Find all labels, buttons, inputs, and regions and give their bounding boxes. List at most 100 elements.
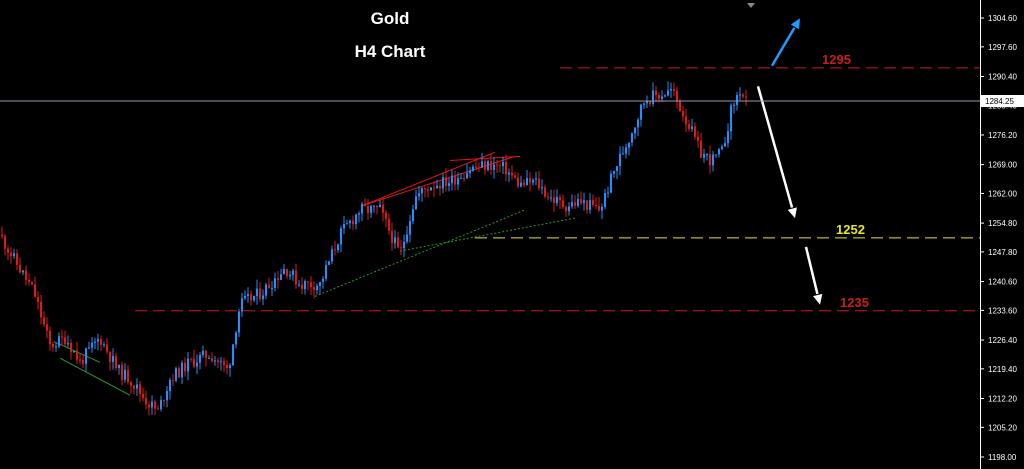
candle-body bbox=[256, 288, 258, 296]
candle-body bbox=[373, 205, 375, 207]
trend-line bbox=[361, 155, 516, 207]
candle-body bbox=[340, 228, 342, 245]
candle-body bbox=[226, 364, 228, 368]
candle-body bbox=[421, 188, 423, 194]
candle-body bbox=[742, 94, 744, 97]
candle-body bbox=[424, 188, 426, 190]
chart-subtitle: H4 Chart bbox=[354, 42, 426, 61]
price-tick-label: 1304.60 bbox=[988, 14, 1017, 23]
candle-body bbox=[517, 177, 519, 187]
candle-body bbox=[403, 241, 405, 249]
candle-body bbox=[244, 296, 246, 299]
candle-body bbox=[70, 342, 72, 353]
forecast-arrow-shaft bbox=[770, 27, 796, 67]
candle-body bbox=[535, 178, 537, 180]
level-label: 1295 bbox=[822, 52, 851, 67]
candle-body bbox=[355, 214, 357, 225]
candle-body bbox=[610, 173, 612, 193]
price-tick-label: 1240.60 bbox=[988, 278, 1017, 287]
candle-body bbox=[718, 149, 720, 155]
candle-body bbox=[394, 237, 396, 244]
candle-body bbox=[235, 332, 237, 345]
price-tick-label: 1297.60 bbox=[988, 43, 1017, 52]
candle-body bbox=[232, 344, 234, 366]
candle-body bbox=[211, 358, 213, 362]
candle-body bbox=[622, 153, 624, 155]
candle-body bbox=[376, 205, 378, 208]
price-tick-label: 1198.00 bbox=[988, 453, 1017, 462]
candle-body bbox=[508, 172, 510, 175]
candle-body bbox=[271, 288, 273, 290]
candle-body bbox=[736, 95, 738, 105]
candle-body bbox=[157, 408, 159, 410]
candle-body bbox=[445, 177, 447, 187]
chart-shift-marker-icon bbox=[747, 3, 755, 8]
candle-body bbox=[649, 101, 651, 104]
candle-body bbox=[298, 284, 300, 286]
forecast-arrows bbox=[756, 18, 823, 305]
candle-body bbox=[94, 341, 96, 343]
candle-body bbox=[400, 247, 402, 249]
candle-body bbox=[439, 185, 441, 189]
candle-body bbox=[4, 236, 6, 249]
candle-body bbox=[199, 354, 201, 363]
candle-body bbox=[82, 359, 84, 364]
candle-body bbox=[187, 358, 189, 372]
price-tick-label: 1276.20 bbox=[988, 131, 1017, 140]
candle-body bbox=[151, 401, 153, 408]
candle-body bbox=[430, 187, 432, 191]
candle-body bbox=[727, 131, 729, 144]
candle-body bbox=[382, 204, 384, 213]
candle-body bbox=[520, 182, 522, 187]
candle-body bbox=[166, 391, 168, 401]
candle-body bbox=[586, 200, 588, 210]
candle-body bbox=[670, 89, 672, 91]
candle-body bbox=[19, 264, 21, 273]
level-lines: 1295 1252 1235 bbox=[135, 52, 980, 312]
candle-body bbox=[241, 298, 243, 312]
chart-title: Gold bbox=[370, 9, 410, 28]
candle-body bbox=[706, 153, 708, 155]
level-label: 1235 bbox=[840, 295, 869, 310]
candle-body bbox=[52, 343, 54, 348]
price-tick-label: 1269.00 bbox=[988, 161, 1017, 170]
candle-body bbox=[328, 261, 330, 265]
candle-body bbox=[58, 336, 60, 347]
candle-body bbox=[286, 268, 288, 277]
candle-body bbox=[142, 393, 144, 399]
price-axis: 1304.601297.601290.401283.401276.201269.… bbox=[980, 0, 1017, 469]
candle-body bbox=[154, 401, 156, 409]
candle-body bbox=[229, 365, 231, 368]
candle-body bbox=[319, 281, 321, 286]
candle-body bbox=[55, 346, 57, 348]
candle-body bbox=[181, 362, 183, 378]
candle-body bbox=[634, 127, 636, 134]
candle-body bbox=[454, 175, 456, 185]
candle-body bbox=[397, 237, 399, 248]
candle-body bbox=[583, 200, 585, 204]
candle-body bbox=[691, 126, 693, 130]
price-tick-label: 1233.60 bbox=[988, 306, 1017, 315]
candle-body bbox=[283, 268, 285, 275]
candle-body bbox=[661, 96, 663, 99]
candle-body bbox=[466, 173, 468, 179]
candle-body bbox=[505, 162, 507, 175]
price-tick-label: 1290.40 bbox=[988, 72, 1017, 81]
candle-body bbox=[538, 178, 540, 189]
candle-body bbox=[259, 288, 261, 300]
candle-body bbox=[346, 223, 348, 225]
candle-body bbox=[139, 384, 141, 394]
candle-body bbox=[133, 385, 135, 389]
candle-body bbox=[514, 175, 516, 178]
candle-body bbox=[292, 270, 294, 275]
candle-body bbox=[745, 96, 747, 98]
candle-body bbox=[247, 294, 249, 297]
candle-body bbox=[220, 361, 222, 363]
candle-body bbox=[448, 183, 450, 187]
candle-body bbox=[418, 193, 420, 197]
candle-body bbox=[361, 203, 363, 214]
candle-body bbox=[349, 220, 351, 224]
candle-body bbox=[658, 95, 660, 99]
candle-body bbox=[196, 362, 198, 367]
candle-body bbox=[379, 204, 381, 208]
